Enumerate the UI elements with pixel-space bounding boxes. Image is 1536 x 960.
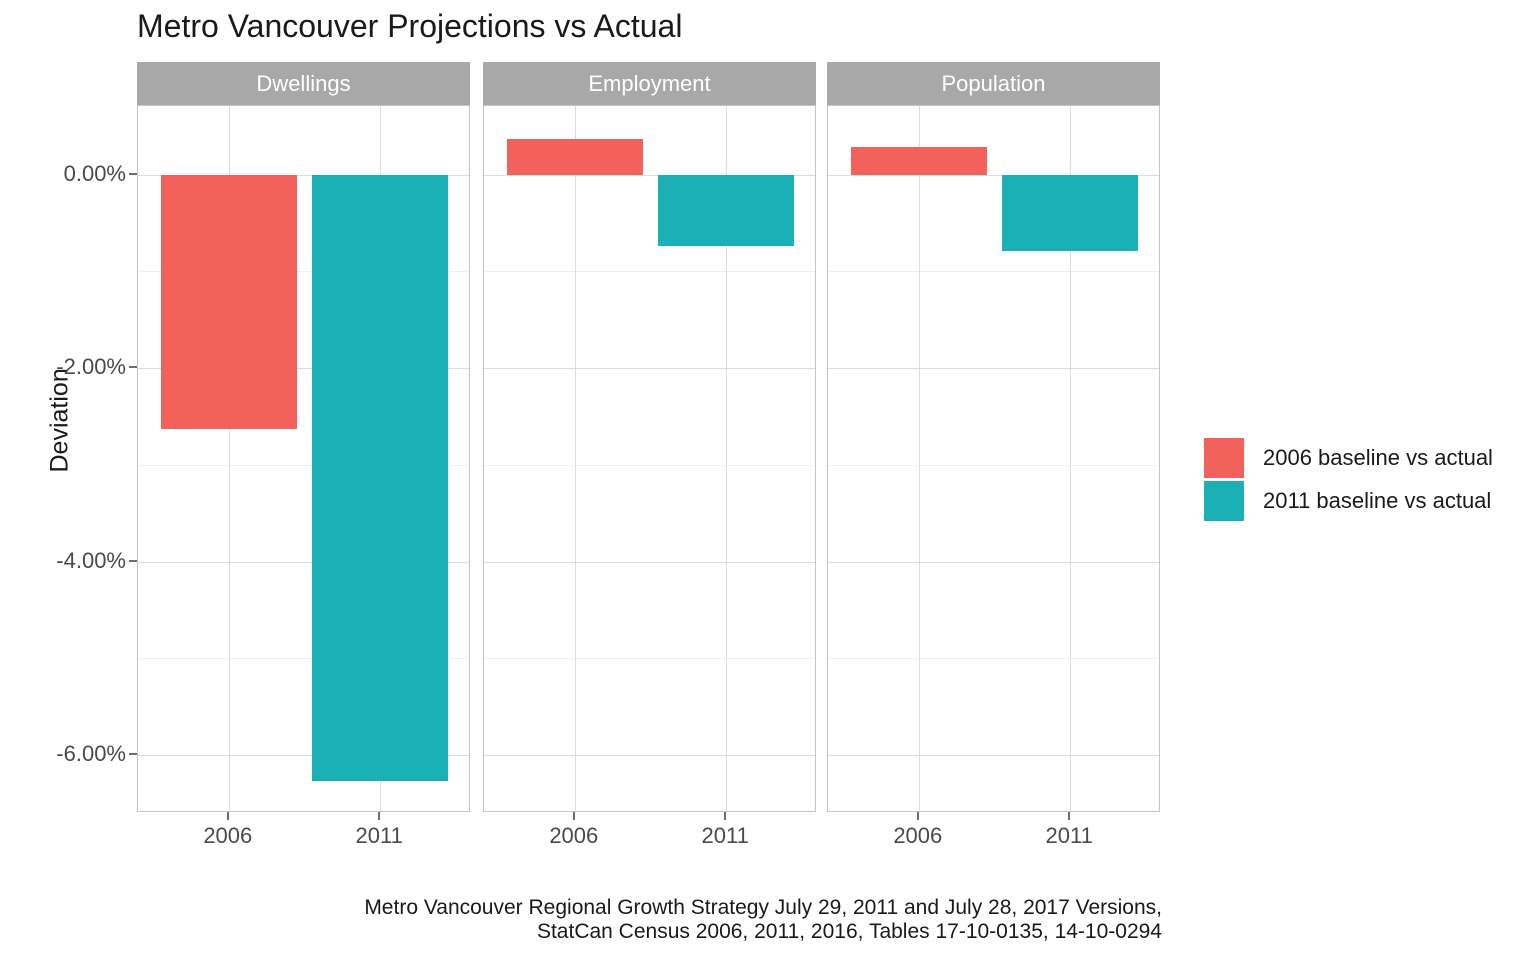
legend-key-2006-baseline	[1204, 438, 1244, 478]
gridline-major	[484, 368, 815, 370]
x-axis: 2006 2011	[827, 812, 1160, 857]
gridline-vertical	[1070, 106, 1072, 811]
gridline-minor	[138, 464, 469, 466]
bar-2011-population	[1002, 174, 1139, 252]
x-axis-tick-mark	[226, 812, 229, 820]
x-axis-tick-label: 2006	[893, 823, 943, 848]
y-axis-title: Deviation	[45, 368, 74, 473]
y-axis-tick-label: -2.00%	[56, 354, 126, 380]
gridline-major	[484, 561, 815, 563]
gridline-minor	[138, 271, 469, 273]
y-axis-tick-mark	[129, 172, 137, 175]
gridline-major	[138, 561, 469, 563]
gridline-major	[138, 754, 469, 756]
gridline-minor	[828, 464, 1159, 466]
gridline-major	[828, 174, 1159, 176]
x-axis-tick-mark	[572, 812, 575, 820]
gridline-major	[138, 368, 469, 370]
facet-employment: Employment 2006 2011	[483, 62, 816, 857]
x-axis-tick-mark	[378, 812, 381, 820]
legend-key-2011-baseline	[1204, 481, 1244, 521]
legend-label: 2006 baseline vs actual	[1263, 445, 1493, 470]
gridline-major	[828, 368, 1159, 370]
facet-population: Population 2006 2011	[827, 62, 1160, 857]
caption-line-2: StatCan Census 2006, 2011, 2016, Tables …	[536, 920, 1162, 943]
x-axis: 2006 2011	[483, 812, 816, 857]
y-axis-tick-label: -6.00%	[56, 740, 126, 766]
caption: Metro Vancouver Regional Growth Strategy…	[364, 896, 1162, 944]
gridline-major	[138, 174, 469, 176]
gridline-minor	[828, 658, 1159, 660]
gridline-minor	[828, 271, 1159, 273]
legend: 2006 baseline vs actual 2011 baseline vs…	[1204, 438, 1493, 524]
gridline-minor	[484, 464, 815, 466]
gridline-vertical	[918, 106, 920, 811]
bar-2006-employment	[506, 138, 643, 175]
gridline-minor	[484, 271, 815, 273]
gridline-major	[484, 754, 815, 756]
gridline-minor	[138, 658, 469, 660]
y-axis-tick-label: 0.00%	[63, 160, 126, 186]
facet-strip-label: Dwellings	[137, 62, 470, 105]
caption-line-1: Metro Vancouver Regional Growth Strategy…	[364, 896, 1162, 919]
x-axis-tick-mark	[1068, 812, 1071, 820]
facet-panel	[827, 105, 1160, 812]
y-axis-tick-mark	[129, 752, 137, 755]
y-axis-tick-mark	[129, 559, 137, 562]
facet-dwellings: Dwellings 2006 2011	[137, 62, 470, 857]
facet-panel	[483, 105, 816, 812]
gridline-vertical	[574, 106, 576, 811]
plot-title: Metro Vancouver Projections vs Actual	[137, 8, 683, 44]
gridline-major	[828, 754, 1159, 756]
gridline-vertical	[228, 106, 230, 811]
bar-2006-population	[850, 146, 987, 175]
x-axis-tick-label: 2006	[203, 823, 253, 848]
facet-strip-label: Population	[827, 62, 1160, 105]
gridline-vertical	[726, 106, 728, 811]
y-axis-tick-label: -4.00%	[56, 547, 126, 573]
bar-2011-employment	[658, 174, 795, 247]
x-axis-tick-label: 2011	[701, 823, 749, 848]
legend-item: 2006 baseline vs actual	[1204, 438, 1493, 478]
y-axis-tick-mark	[129, 366, 137, 369]
x-axis-tick-label: 2011	[355, 823, 403, 848]
gridline-minor	[484, 658, 815, 660]
gridline-major	[828, 561, 1159, 563]
bar-2011-dwellings	[312, 174, 449, 782]
legend-item: 2011 baseline vs actual	[1204, 481, 1493, 521]
x-axis-tick-label: 2011	[1045, 823, 1093, 848]
gridline-major	[484, 174, 815, 176]
legend-label: 2011 baseline vs actual	[1263, 488, 1492, 513]
x-axis-tick-mark	[916, 812, 919, 820]
facet-panel	[137, 105, 470, 812]
bar-2006-dwellings	[160, 174, 297, 430]
x-axis: 2006 2011	[137, 812, 470, 857]
x-axis-tick-label: 2006	[549, 823, 599, 848]
x-axis-tick-mark	[724, 812, 727, 820]
facet-strip-label: Employment	[483, 62, 816, 105]
